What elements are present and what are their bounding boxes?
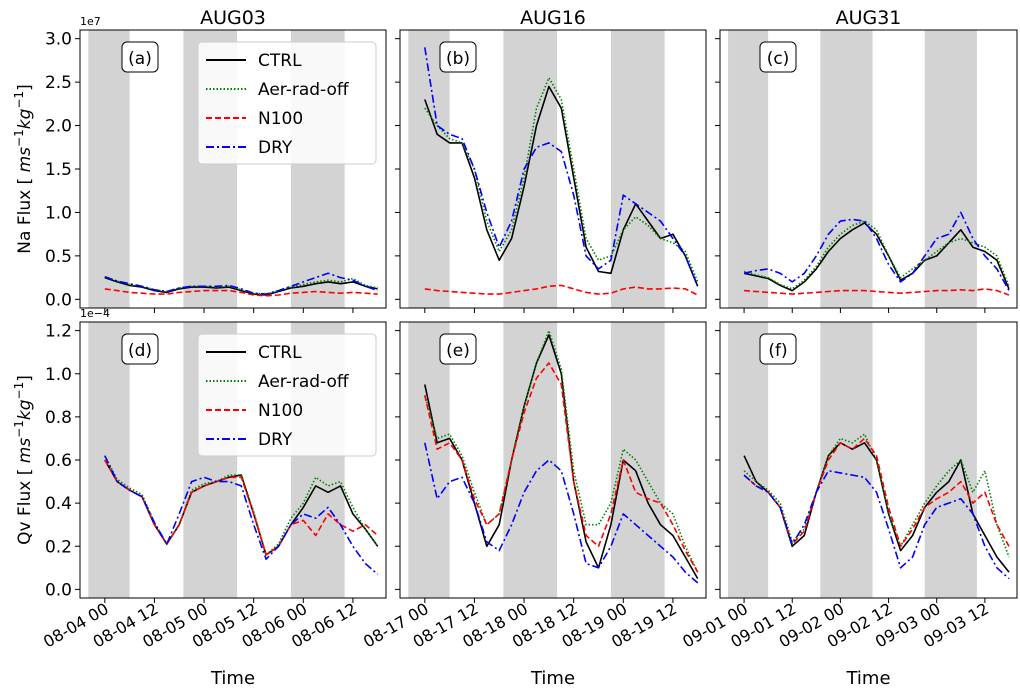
- series-ctrl: [424, 85, 699, 287]
- panel-label-box: [121, 41, 159, 73]
- panel-title-aug16: AUG16: [520, 7, 586, 29]
- series-dry: [104, 272, 378, 295]
- series-ctrl: [743, 222, 1010, 292]
- panel-title-aug31: AUG31: [836, 7, 902, 29]
- panel-title-aug03: AUG03: [200, 7, 266, 29]
- panel-label: (d): [128, 341, 152, 361]
- y-tick-label: 0.0: [45, 290, 72, 310]
- night-shade: [924, 30, 977, 308]
- panel-label: (c): [767, 49, 790, 69]
- legend-label-aer-rad-off: Aer-rad-off: [258, 372, 350, 392]
- series-n100: [424, 284, 699, 296]
- legend-label-ctrl: CTRL: [258, 343, 302, 363]
- panel-label-box: [759, 333, 797, 365]
- legend-label-n100: N100: [258, 109, 303, 129]
- series-n100: [744, 288, 1010, 296]
- night-shade: [820, 30, 873, 308]
- series-aer-rad-off: [424, 329, 699, 573]
- series-dry: [104, 455, 379, 575]
- series-dry: [743, 469, 1010, 580]
- night-shade: [728, 30, 769, 308]
- y-tick-label: 1.5: [45, 160, 72, 180]
- night-shade: [610, 30, 665, 308]
- y-tick-label: 0.5: [45, 247, 72, 267]
- legend-label-dry: DRY: [258, 430, 293, 450]
- panel-label-box: [121, 333, 159, 365]
- legend-label-n100: N100: [258, 401, 303, 421]
- series-aer-rad-off: [104, 455, 379, 556]
- x-axis-label: Time: [210, 668, 255, 689]
- panel-label-box: [439, 333, 477, 365]
- series-ctrl: [424, 334, 699, 579]
- panel-label: (e): [446, 341, 470, 361]
- series-dry: [743, 211, 1010, 291]
- night-shade: [408, 30, 450, 308]
- series-aer-rad-off: [743, 220, 1010, 290]
- panel-a: 0.0 0.5 1.0 1.5 2.0 2.5 3.0 (a) 1e7 Na Flux [ ms−…: [12, 15, 387, 313]
- legend-label-aer-rad-off: Aer-rad-off: [258, 80, 350, 100]
- y-offset-label: 1e−4: [80, 307, 110, 320]
- panel-label-box: [759, 41, 797, 73]
- y-tick-label: 0.2: [45, 537, 72, 557]
- series-n100: [424, 362, 699, 573]
- y-axis-label: Na Flux [ ms−1kg−1]: [12, 84, 35, 253]
- panel-b: (b): [395, 29, 707, 313]
- series-n100: [104, 288, 378, 297]
- y-tick-label: 0.4: [45, 494, 72, 514]
- series-ctrl: [104, 276, 378, 296]
- y-tick-label: 1.0: [45, 365, 72, 385]
- legend-label-dry: DRY: [258, 138, 293, 158]
- y-axis-label: Qv Flux [ ms−1kg−1]: [12, 375, 35, 545]
- night-shade: [88, 322, 130, 598]
- y-offset-label: 1e7: [80, 15, 101, 28]
- panel-label: (f): [768, 341, 787, 361]
- y-tick-label: 0.6: [45, 451, 72, 471]
- y-tick-label: 1.0: [45, 203, 72, 223]
- y-tick-label: 2.5: [45, 73, 72, 93]
- x-axis-label: Time: [845, 668, 890, 689]
- panel-label: (b): [446, 49, 470, 69]
- panel-label-box: [439, 41, 477, 73]
- y-tick-label: 2.0: [45, 117, 72, 137]
- y-tick-label: 0.0: [45, 580, 72, 600]
- y-tick-label: 3.0: [45, 30, 72, 50]
- y-tick-label: 1.2: [45, 322, 72, 342]
- night-shade: [88, 30, 130, 308]
- panel-label: (a): [128, 49, 152, 69]
- series-dry: [424, 47, 699, 287]
- y-tick-label: 0.8: [45, 408, 72, 428]
- x-axis-label: Time: [530, 668, 575, 689]
- night-shade: [503, 30, 558, 308]
- night-shade: [924, 322, 977, 598]
- panel-c: (c): [715, 29, 1018, 313]
- series-n100: [743, 437, 1010, 548]
- night-shade: [728, 322, 769, 598]
- series-aer-rad-off: [424, 77, 699, 283]
- night-shade: [610, 322, 665, 598]
- legend: CTRL Aer-rad-off N100 DRY: [197, 333, 377, 457]
- legend-label-ctrl: CTRL: [258, 51, 302, 71]
- series-n100: [104, 459, 379, 556]
- legend: CTRL Aer-rad-off N100 DRY: [197, 41, 377, 165]
